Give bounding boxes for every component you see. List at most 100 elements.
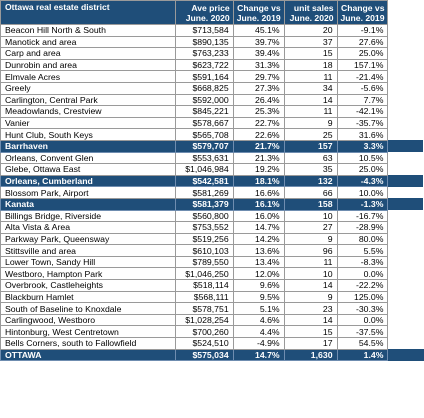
unit-sales-cell[interactable]: 37 bbox=[283, 35, 338, 49]
empty-cell[interactable] bbox=[387, 233, 424, 245]
price-cell[interactable]: $623,722 bbox=[175, 58, 234, 72]
price-cell[interactable]: $700,260 bbox=[175, 325, 234, 339]
price-cell[interactable]: $610,103 bbox=[175, 244, 234, 257]
district-cell[interactable]: Elmvale Acres bbox=[0, 70, 177, 83]
price-cell[interactable]: $578,751 bbox=[175, 302, 234, 315]
sales-change-cell[interactable]: 3.3% bbox=[336, 139, 389, 153]
empty-cell[interactable] bbox=[387, 175, 424, 187]
header-unit-sales[interactable]: unit sales June. 2020 bbox=[283, 0, 338, 25]
price-change-cell[interactable]: 13.6% bbox=[232, 244, 285, 257]
price-change-cell[interactable]: 16.6% bbox=[232, 186, 285, 199]
price-change-cell[interactable]: 16.1% bbox=[232, 197, 285, 211]
district-cell[interactable]: Glebe, Ottawa East bbox=[0, 163, 177, 176]
sales-change-cell[interactable]: -28.9% bbox=[336, 221, 389, 234]
price-cell[interactable]: $575,034 bbox=[175, 348, 234, 362]
sales-change-cell[interactable]: -1.3% bbox=[336, 197, 389, 211]
district-cell[interactable]: Parkway Park, Queensway bbox=[0, 232, 177, 246]
sales-change-cell[interactable]: -30.3% bbox=[336, 302, 389, 315]
sales-change-cell[interactable]: -42.1% bbox=[336, 105, 389, 118]
price-change-cell[interactable]: 14.7% bbox=[232, 348, 285, 362]
district-cell[interactable]: Carp and area bbox=[0, 47, 177, 60]
price-change-cell[interactable]: 26.4% bbox=[232, 93, 285, 107]
district-cell[interactable]: Manotick and area bbox=[0, 35, 177, 49]
empty-cell[interactable] bbox=[387, 152, 424, 164]
district-cell[interactable]: Lower Town, Sandy Hill bbox=[0, 255, 177, 269]
price-change-cell[interactable]: 12.0% bbox=[232, 267, 285, 281]
empty-cell[interactable] bbox=[387, 82, 424, 95]
sales-change-cell[interactable]: -37.5% bbox=[336, 325, 389, 339]
unit-sales-cell[interactable]: 17 bbox=[283, 337, 338, 350]
empty-cell[interactable] bbox=[387, 349, 424, 361]
price-cell[interactable]: $592,000 bbox=[175, 93, 234, 107]
unit-sales-cell[interactable]: 63 bbox=[283, 151, 338, 165]
sales-change-cell[interactable]: 54.5% bbox=[336, 337, 389, 350]
price-cell[interactable]: $578,667 bbox=[175, 116, 234, 130]
district-cell[interactable]: Billings Bridge, Riverside bbox=[0, 209, 177, 223]
sales-change-cell[interactable]: 7.7% bbox=[336, 93, 389, 107]
district-cell[interactable]: Orleans, Convent Glen bbox=[0, 151, 177, 165]
price-cell[interactable]: $1,046,984 bbox=[175, 163, 234, 176]
unit-sales-cell[interactable]: 9 bbox=[283, 290, 338, 304]
empty-cell[interactable] bbox=[387, 24, 424, 37]
empty-cell[interactable] bbox=[387, 314, 424, 326]
price-change-cell[interactable]: 31.3% bbox=[232, 58, 285, 72]
district-cell[interactable]: Hunt Club, South Keys bbox=[0, 128, 177, 141]
unit-sales-cell[interactable]: 20 bbox=[283, 24, 338, 37]
district-cell[interactable]: Stittsville and area bbox=[0, 244, 177, 257]
price-change-cell[interactable]: 45.1% bbox=[232, 24, 285, 37]
price-change-cell[interactable]: 13.4% bbox=[232, 255, 285, 269]
price-change-cell[interactable]: 19.2% bbox=[232, 163, 285, 176]
price-cell[interactable]: $591,164 bbox=[175, 70, 234, 83]
sales-change-cell[interactable]: -16.7% bbox=[336, 209, 389, 223]
district-cell[interactable]: Blackburn Hamlet bbox=[0, 290, 177, 304]
district-cell[interactable]: Westboro, Hampton Park bbox=[0, 267, 177, 281]
price-cell[interactable]: $560,800 bbox=[175, 209, 234, 223]
price-change-cell[interactable]: 9.5% bbox=[232, 290, 285, 304]
price-cell[interactable]: $1,046,250 bbox=[175, 267, 234, 281]
price-change-cell[interactable]: 27.3% bbox=[232, 81, 285, 95]
unit-sales-cell[interactable]: 14 bbox=[283, 279, 338, 292]
sales-change-cell[interactable]: 125.0% bbox=[336, 290, 389, 304]
empty-cell[interactable] bbox=[387, 337, 424, 350]
price-cell[interactable]: $845,221 bbox=[175, 105, 234, 118]
unit-sales-cell[interactable]: 14 bbox=[283, 313, 338, 327]
unit-sales-cell[interactable]: 10 bbox=[283, 267, 338, 281]
price-change-cell[interactable]: 22.6% bbox=[232, 128, 285, 141]
price-change-cell[interactable]: 9.6% bbox=[232, 279, 285, 292]
price-cell[interactable]: $581,269 bbox=[175, 186, 234, 199]
price-cell[interactable]: $753,552 bbox=[175, 221, 234, 234]
empty-cell[interactable] bbox=[387, 325, 424, 338]
unit-sales-cell[interactable]: 11 bbox=[283, 255, 338, 269]
empty-cell[interactable] bbox=[387, 70, 424, 83]
sales-change-cell[interactable]: 5.5% bbox=[336, 244, 389, 257]
district-cell[interactable]: Bells Corners, south to Fallowfield bbox=[0, 337, 177, 350]
unit-sales-cell[interactable]: 11 bbox=[283, 105, 338, 118]
unit-sales-cell[interactable]: 158 bbox=[283, 197, 338, 211]
district-cell[interactable]: Meadowlands, Crestview bbox=[0, 105, 177, 118]
header-price-change[interactable]: Change vs June. 2019 bbox=[232, 0, 285, 25]
unit-sales-cell[interactable]: 25 bbox=[283, 128, 338, 141]
empty-cell[interactable] bbox=[387, 198, 424, 210]
sales-change-cell[interactable]: 31.6% bbox=[336, 128, 389, 141]
district-cell[interactable]: Overbrook, Castleheights bbox=[0, 279, 177, 292]
empty-cell[interactable] bbox=[387, 117, 424, 129]
header-district[interactable]: Ottawa real estate district bbox=[0, 0, 177, 25]
sales-change-cell[interactable]: 10.0% bbox=[336, 186, 389, 199]
empty-cell[interactable] bbox=[387, 279, 424, 292]
district-cell[interactable]: Blossom Park, Airport bbox=[0, 186, 177, 199]
district-cell[interactable]: Kanata bbox=[0, 197, 177, 211]
header-ave-price[interactable]: Ave price June. 2020 bbox=[175, 0, 234, 25]
price-cell[interactable]: $713,584 bbox=[175, 24, 234, 37]
sales-change-cell[interactable]: -5.6% bbox=[336, 81, 389, 95]
district-cell[interactable]: Vanier bbox=[0, 116, 177, 130]
price-cell[interactable]: $789,550 bbox=[175, 255, 234, 269]
price-cell[interactable]: $553,631 bbox=[175, 151, 234, 165]
sales-change-cell[interactable]: -8.3% bbox=[336, 255, 389, 269]
empty-cell[interactable] bbox=[387, 302, 424, 315]
sales-change-cell[interactable]: -4.3% bbox=[336, 174, 389, 188]
empty-cell[interactable] bbox=[387, 0, 424, 25]
empty-cell[interactable] bbox=[387, 210, 424, 222]
empty-cell[interactable] bbox=[387, 140, 424, 153]
empty-cell[interactable] bbox=[387, 36, 424, 48]
price-cell[interactable]: $668,825 bbox=[175, 81, 234, 95]
